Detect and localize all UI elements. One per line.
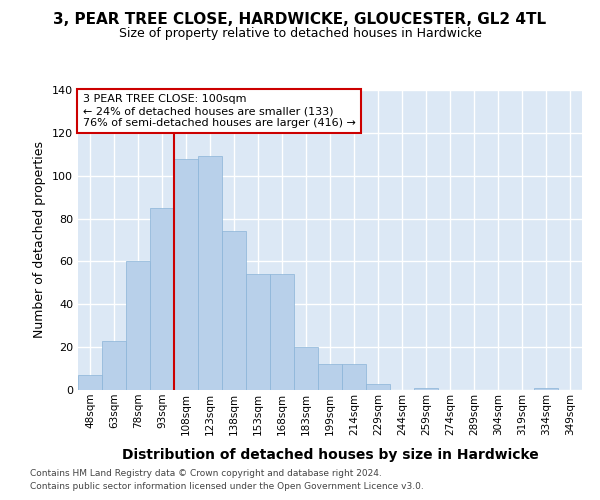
Bar [246, 274, 270, 390]
Bar [126, 262, 150, 390]
Bar [78, 375, 102, 390]
Bar [150, 208, 174, 390]
Text: 3 PEAR TREE CLOSE: 100sqm
← 24% of detached houses are smaller (133)
76% of semi: 3 PEAR TREE CLOSE: 100sqm ← 24% of detac… [83, 94, 356, 128]
Bar [342, 364, 366, 390]
Text: Contains HM Land Registry data © Crown copyright and database right 2024.: Contains HM Land Registry data © Crown c… [30, 468, 382, 477]
Y-axis label: Number of detached properties: Number of detached properties [34, 142, 46, 338]
Bar [102, 340, 126, 390]
Text: 3, PEAR TREE CLOSE, HARDWICKE, GLOUCESTER, GL2 4TL: 3, PEAR TREE CLOSE, HARDWICKE, GLOUCESTE… [53, 12, 547, 28]
Bar [414, 388, 438, 390]
Text: Distribution of detached houses by size in Hardwicke: Distribution of detached houses by size … [122, 448, 538, 462]
Bar [294, 347, 318, 390]
Bar [366, 384, 390, 390]
Bar [222, 232, 246, 390]
Text: Size of property relative to detached houses in Hardwicke: Size of property relative to detached ho… [119, 28, 481, 40]
Bar [174, 158, 198, 390]
Bar [318, 364, 342, 390]
Bar [270, 274, 294, 390]
Text: Contains public sector information licensed under the Open Government Licence v3: Contains public sector information licen… [30, 482, 424, 491]
Bar [198, 156, 222, 390]
Bar [534, 388, 558, 390]
